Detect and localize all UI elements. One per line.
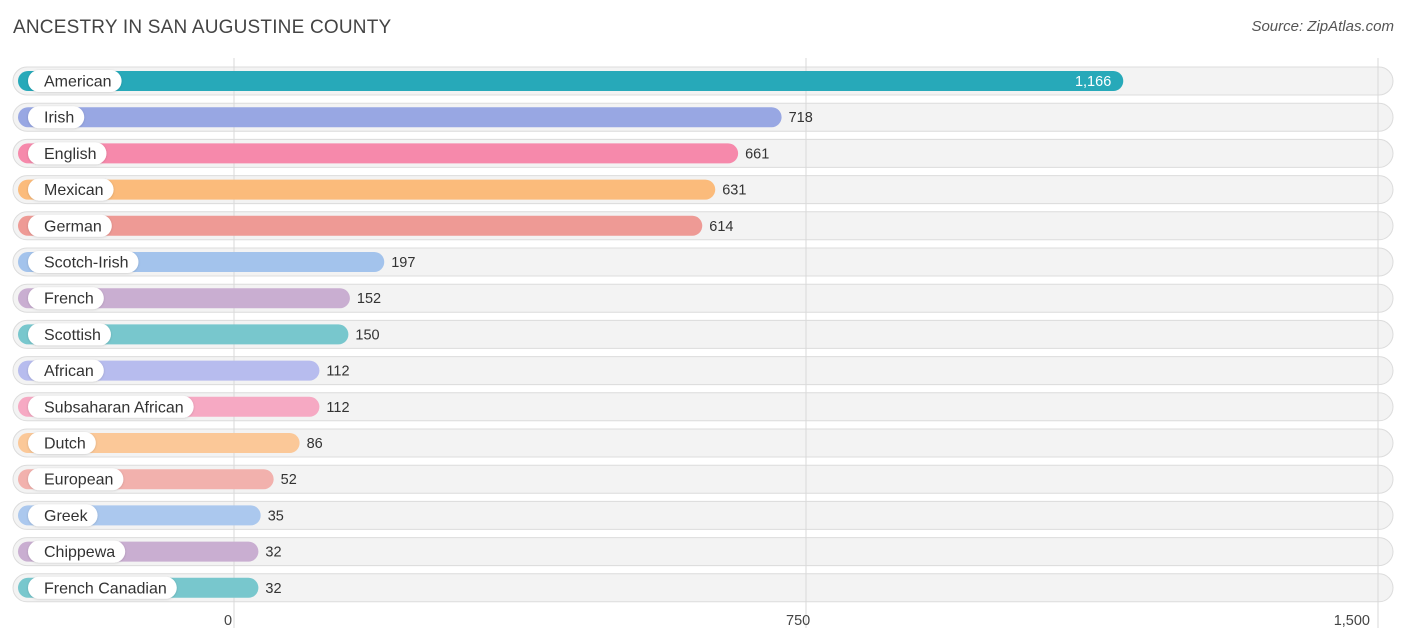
category-pill-chippewa [28,540,126,563]
bar-german [18,215,703,236]
row-bg-dutch [12,428,1394,458]
row-bg-european [12,464,1394,494]
tick-label-0: 0 [224,613,232,629]
category-label-european: European [44,472,113,489]
value-label-subsaharan-african: 112 [326,400,349,416]
value-label-african: 112 [326,364,349,380]
bar-english [18,143,739,164]
category-pill-scotch-irish [28,251,139,273]
value-label-french-canadian: 32 [265,581,281,597]
category-pill-french [28,287,104,310]
value-label-european: 52 [281,472,297,488]
bars: American 1,166 Irish 718 English 661 Mexican 63… [18,70,1124,599]
category-pill-mexican [28,178,114,201]
value-label-english: 661 [745,146,769,162]
category-pill-subsaharan-african [28,395,194,418]
row-bg-subsaharan-african [12,392,1394,422]
row-bg-african [12,356,1394,386]
value-label-scottish: 150 [355,327,379,343]
row-bg-greek [12,500,1394,530]
category-pill-dutch [28,432,96,454]
value-label-chippewa: 32 [265,545,281,561]
category-label-american: American [44,74,112,91]
bar-american [18,71,1124,91]
value-label-irish: 718 [789,110,813,126]
category-label-scotch-irish: Scotch-Irish [44,255,128,272]
category-label-subsaharan-african: Subsaharan African [44,399,184,416]
category-label-greek: Greek [44,508,89,525]
row-bg-chippewa [12,537,1394,567]
tick-label-1: 750 [786,613,810,629]
category-pill-scottish [28,323,111,346]
row-bg-french-canadian [12,573,1394,603]
category-pill-irish [28,106,85,129]
category-pill-american [28,70,122,92]
bar-irish [18,107,782,128]
row-bg-scottish [12,319,1394,349]
row-bg-french [12,283,1394,313]
category-label-irish: Irish [44,110,74,127]
category-label-scottish: Scottish [44,327,101,344]
chart-title: ANCESTRY IN SAN AUGUSTINE COUNTY [13,17,392,38]
value-label-german: 614 [709,219,733,235]
x-axis-ticks: 0 750 1,500 [224,613,1370,629]
category-label-french-canadian: French Canadian [44,580,167,597]
category-label-chippewa: Chippewa [44,544,115,561]
category-pill-english [28,142,107,165]
category-pill-german [28,214,112,237]
bar-mexican [18,179,716,200]
category-pill-european [28,468,124,491]
category-pill-greek [28,504,98,527]
value-label-dutch: 86 [307,436,323,452]
category-pill-french-canadian [28,576,177,599]
tick-label-2: 1,500 [1334,613,1370,629]
category-label-french: French [44,291,94,308]
category-label-african: African [44,363,94,380]
value-label-greek: 35 [268,508,284,524]
value-label-scotch-irish: 197 [391,255,415,271]
category-label-mexican: Mexican [44,182,104,199]
value-label-french: 152 [357,291,381,307]
source-note: Source: ZipAtlas.com [1251,18,1394,35]
value-label-american: 1,166 [1075,74,1111,90]
category-label-german: German [44,218,102,235]
category-label-dutch: Dutch [44,436,86,453]
value-label-mexican: 631 [722,183,746,199]
category-pill-african [28,359,104,382]
category-label-english: English [44,146,96,163]
